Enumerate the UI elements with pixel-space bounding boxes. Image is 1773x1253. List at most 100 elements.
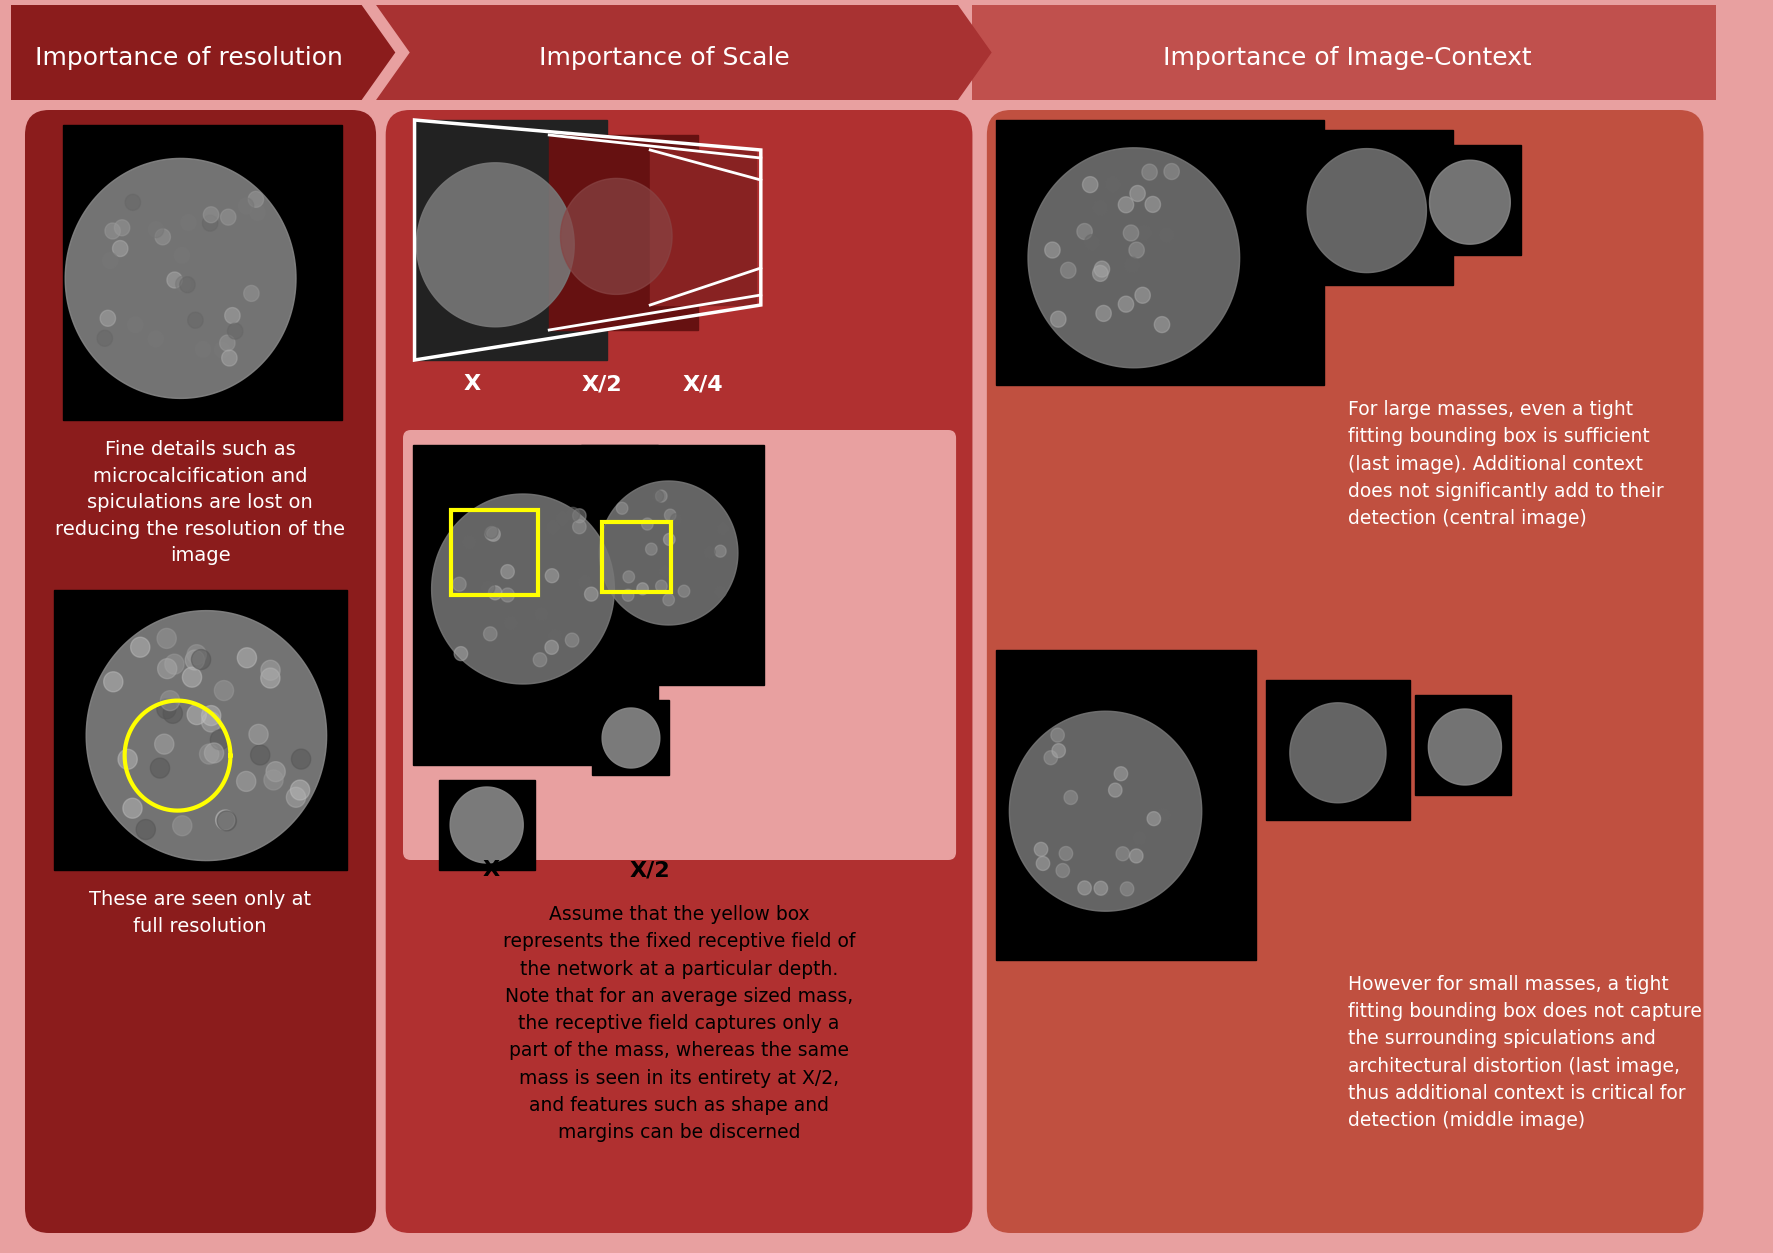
Text: These are seen only at
full resolution: These are seen only at full resolution (89, 890, 310, 936)
Polygon shape (122, 798, 142, 818)
Polygon shape (1044, 751, 1057, 764)
Polygon shape (266, 762, 285, 782)
Polygon shape (376, 5, 991, 100)
Polygon shape (557, 511, 569, 525)
Polygon shape (1429, 160, 1511, 244)
Polygon shape (291, 781, 310, 801)
Polygon shape (573, 509, 587, 523)
Polygon shape (188, 645, 206, 664)
Bar (1415, 695, 1511, 794)
Polygon shape (1051, 743, 1066, 758)
Polygon shape (207, 229, 222, 246)
Polygon shape (450, 787, 523, 863)
Polygon shape (1083, 177, 1097, 193)
Polygon shape (1094, 881, 1108, 895)
Polygon shape (129, 284, 145, 299)
Polygon shape (1097, 882, 1110, 897)
Bar (996, 650, 1257, 960)
Polygon shape (1108, 783, 1122, 797)
Polygon shape (656, 490, 667, 502)
Polygon shape (1129, 185, 1145, 202)
Polygon shape (715, 545, 727, 558)
Polygon shape (1044, 242, 1060, 258)
Polygon shape (183, 667, 202, 687)
Polygon shape (103, 672, 122, 692)
Polygon shape (287, 787, 305, 807)
Polygon shape (202, 705, 222, 725)
Polygon shape (642, 517, 652, 530)
Polygon shape (1009, 712, 1202, 911)
Polygon shape (248, 724, 268, 744)
Polygon shape (670, 514, 683, 525)
Polygon shape (452, 578, 466, 591)
Polygon shape (417, 163, 574, 327)
Polygon shape (652, 490, 663, 502)
Polygon shape (193, 217, 209, 233)
Polygon shape (1113, 767, 1128, 781)
Polygon shape (502, 588, 514, 601)
Polygon shape (216, 811, 236, 831)
Polygon shape (566, 507, 580, 521)
Polygon shape (220, 350, 234, 366)
Polygon shape (1147, 812, 1161, 826)
Polygon shape (112, 291, 128, 306)
Polygon shape (1133, 831, 1145, 845)
Text: Importance of Image-Context: Importance of Image-Context (1163, 45, 1532, 69)
Polygon shape (1154, 317, 1170, 332)
Polygon shape (1145, 197, 1161, 213)
Polygon shape (599, 481, 738, 625)
FancyBboxPatch shape (25, 110, 376, 1233)
Polygon shape (1076, 223, 1092, 239)
Polygon shape (216, 279, 232, 296)
Bar (550, 135, 699, 330)
Polygon shape (573, 520, 587, 534)
Polygon shape (480, 580, 495, 595)
Text: For large masses, even a tight
fitting bounding box is sufficient
(last image). : For large masses, even a tight fitting b… (1347, 400, 1663, 528)
Polygon shape (1105, 177, 1121, 193)
Polygon shape (1034, 842, 1048, 856)
Polygon shape (1051, 311, 1066, 327)
Polygon shape (108, 223, 124, 239)
Polygon shape (484, 525, 498, 539)
Polygon shape (156, 699, 176, 719)
Polygon shape (172, 816, 191, 836)
Bar (450, 510, 537, 595)
Polygon shape (151, 242, 167, 257)
Polygon shape (1058, 847, 1073, 861)
Bar (415, 120, 606, 360)
Polygon shape (291, 749, 310, 769)
Polygon shape (484, 626, 496, 640)
Polygon shape (158, 659, 177, 679)
Polygon shape (184, 650, 204, 670)
Polygon shape (1136, 224, 1151, 241)
Polygon shape (656, 580, 667, 593)
Polygon shape (1121, 882, 1133, 896)
Polygon shape (1429, 709, 1502, 784)
Polygon shape (1085, 234, 1099, 251)
Polygon shape (103, 302, 117, 318)
Polygon shape (131, 638, 151, 658)
Text: However for small masses, a tight
fitting bounding box does not capture
the surr: However for small masses, a tight fittin… (1347, 975, 1702, 1130)
FancyBboxPatch shape (402, 430, 956, 860)
Polygon shape (1051, 728, 1064, 742)
Polygon shape (1096, 306, 1112, 322)
Polygon shape (716, 523, 729, 535)
Polygon shape (168, 317, 183, 333)
Text: X: X (465, 373, 480, 393)
Polygon shape (168, 318, 184, 333)
Polygon shape (546, 520, 560, 534)
Polygon shape (488, 528, 500, 541)
Polygon shape (1307, 149, 1427, 273)
Polygon shape (137, 819, 156, 840)
Polygon shape (535, 606, 548, 621)
Polygon shape (1142, 164, 1158, 180)
Polygon shape (239, 194, 255, 211)
Bar (1280, 130, 1454, 284)
Bar (413, 445, 658, 766)
Polygon shape (229, 271, 243, 287)
Polygon shape (1064, 791, 1078, 804)
Polygon shape (202, 712, 222, 732)
Bar (438, 781, 535, 870)
Polygon shape (87, 610, 326, 861)
Polygon shape (216, 346, 232, 362)
